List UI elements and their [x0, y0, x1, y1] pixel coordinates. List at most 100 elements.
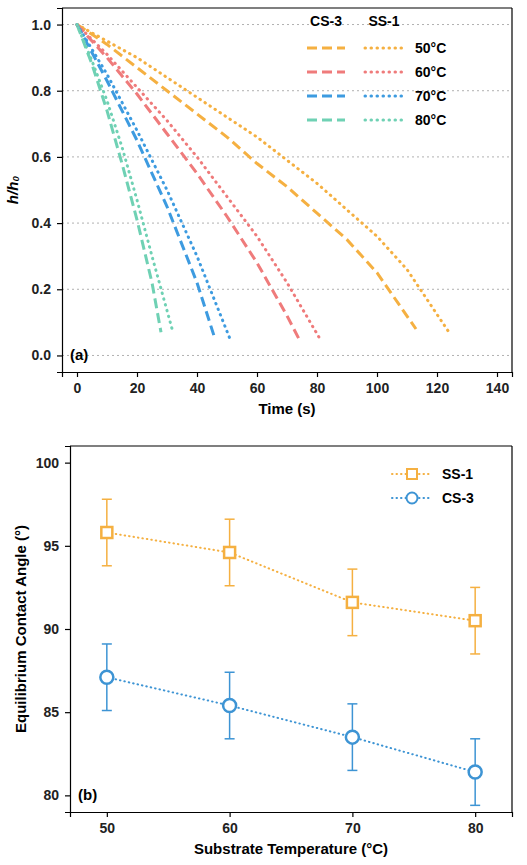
error-bar-line [225, 585, 235, 587]
x-axis-line [71, 813, 513, 818]
x-tick: 50 [100, 812, 116, 836]
y-tick: 0.4 [32, 215, 62, 231]
legend-label: 80°C [415, 112, 446, 128]
y-tick: 85 [43, 704, 70, 720]
data-point [100, 671, 113, 684]
y-tick-mark [65, 712, 70, 713]
error-bar-line [102, 643, 112, 645]
y-tick: 0.2 [32, 281, 62, 297]
series-line [77, 25, 320, 339]
x-tick-mark [257, 372, 258, 377]
legend-swatch [307, 47, 345, 50]
legend-marker [407, 469, 417, 479]
error-bar-line [470, 587, 480, 589]
y-tick: 100 [36, 455, 70, 471]
legend-header: CS-3 [310, 13, 342, 29]
y-axis-title: Equilibrium Contact Angle (°) [12, 525, 29, 733]
y-tick-label: 0.0 [32, 347, 52, 363]
x-tick-mark [317, 372, 318, 377]
x-tick: 80 [310, 372, 326, 396]
x-tick: 140 [486, 372, 510, 396]
y-tick-mark [57, 24, 62, 25]
x-tick-mark [377, 372, 378, 377]
y-tick-label: 80 [43, 787, 59, 803]
y-tick-label: 0.2 [32, 281, 52, 297]
plot-area [77, 25, 449, 339]
y-tick: 80 [43, 787, 70, 803]
y-tick-label: 95 [43, 538, 59, 554]
error-bar [347, 569, 357, 636]
x-tick-mark [197, 372, 198, 377]
x-tick-label: 100 [366, 380, 390, 396]
x-tick-label: 80 [468, 820, 484, 836]
x-tick-mark [437, 372, 438, 377]
x-tick-label: 120 [426, 380, 450, 396]
legend: SS-1 CS-3 [392, 466, 474, 506]
frame [511, 8, 512, 372]
x-tick: 70 [345, 812, 361, 836]
legend-label: SS-1 [442, 466, 473, 482]
data-point [346, 731, 359, 744]
error-bar-line [470, 738, 480, 740]
plot-area [100, 499, 481, 805]
x-tick-mark [230, 812, 231, 817]
legend-label: CS-3 [442, 490, 474, 506]
x-axis: 50 60 70 80 [71, 812, 513, 836]
data-point [347, 597, 358, 608]
x-tick-mark [475, 812, 476, 817]
data-point [223, 699, 236, 712]
series-line [77, 25, 449, 333]
x-tick-label: 70 [345, 820, 361, 836]
y-tick-label: 1.0 [32, 17, 52, 33]
y-axis-title: h/h₀ [4, 176, 21, 204]
error-bar-line [347, 770, 357, 772]
data-point [470, 615, 481, 626]
x-axis: 020406080100120140 [63, 372, 513, 396]
x-tick: 0 [74, 372, 82, 396]
legend-swatch [365, 119, 403, 122]
data-point [224, 547, 235, 558]
frame [511, 446, 512, 812]
x-tick-mark [77, 372, 78, 377]
x-tick-label: 50 [100, 820, 116, 836]
y-tick-label: 100 [36, 455, 60, 471]
series-line [107, 533, 475, 621]
y-axis: 0.00.20.40.60.81.0 [32, 9, 63, 373]
y-tick-label: 85 [43, 704, 59, 720]
error-bar-line [225, 738, 235, 740]
y-tick: 95 [43, 538, 70, 554]
error-bar-line [347, 703, 357, 705]
series-line [77, 25, 173, 333]
grid-line [62, 355, 512, 356]
legend-swatch [307, 95, 345, 98]
legend-label: 50°C [415, 40, 446, 56]
error-bar-line [102, 565, 112, 567]
legend-swatch [365, 95, 403, 98]
panel: 5060708080859095100Substrate Temperature… [12, 446, 513, 857]
x-tick: 60 [222, 812, 238, 836]
y-tick-mark [65, 795, 70, 796]
y-tick-mark [57, 223, 62, 224]
legend-swatch [365, 71, 403, 74]
y-tick-label: 0.4 [32, 215, 52, 231]
panel-label: (a) [70, 346, 88, 363]
y-tick: 90 [43, 621, 70, 637]
y-axis-line [57, 9, 63, 373]
legend-swatch [365, 47, 403, 50]
y-tick-mark [65, 629, 70, 630]
y-tick-mark [57, 157, 62, 158]
x-tick-label: 60 [250, 380, 266, 396]
x-tick-mark [137, 372, 138, 377]
legend-swatch [307, 71, 345, 74]
series-line [77, 25, 416, 329]
error-bar-line [225, 518, 235, 520]
error-bar-line [470, 805, 480, 807]
y-tick-mark [65, 546, 70, 547]
y-tick: 0.6 [32, 149, 62, 165]
frame [70, 445, 512, 446]
y-tick-label: 0.6 [32, 149, 52, 165]
grid-line [62, 156, 512, 157]
x-tick: 100 [366, 372, 390, 396]
x-tick: 40 [190, 372, 206, 396]
x-tick-label: 0 [74, 380, 82, 396]
